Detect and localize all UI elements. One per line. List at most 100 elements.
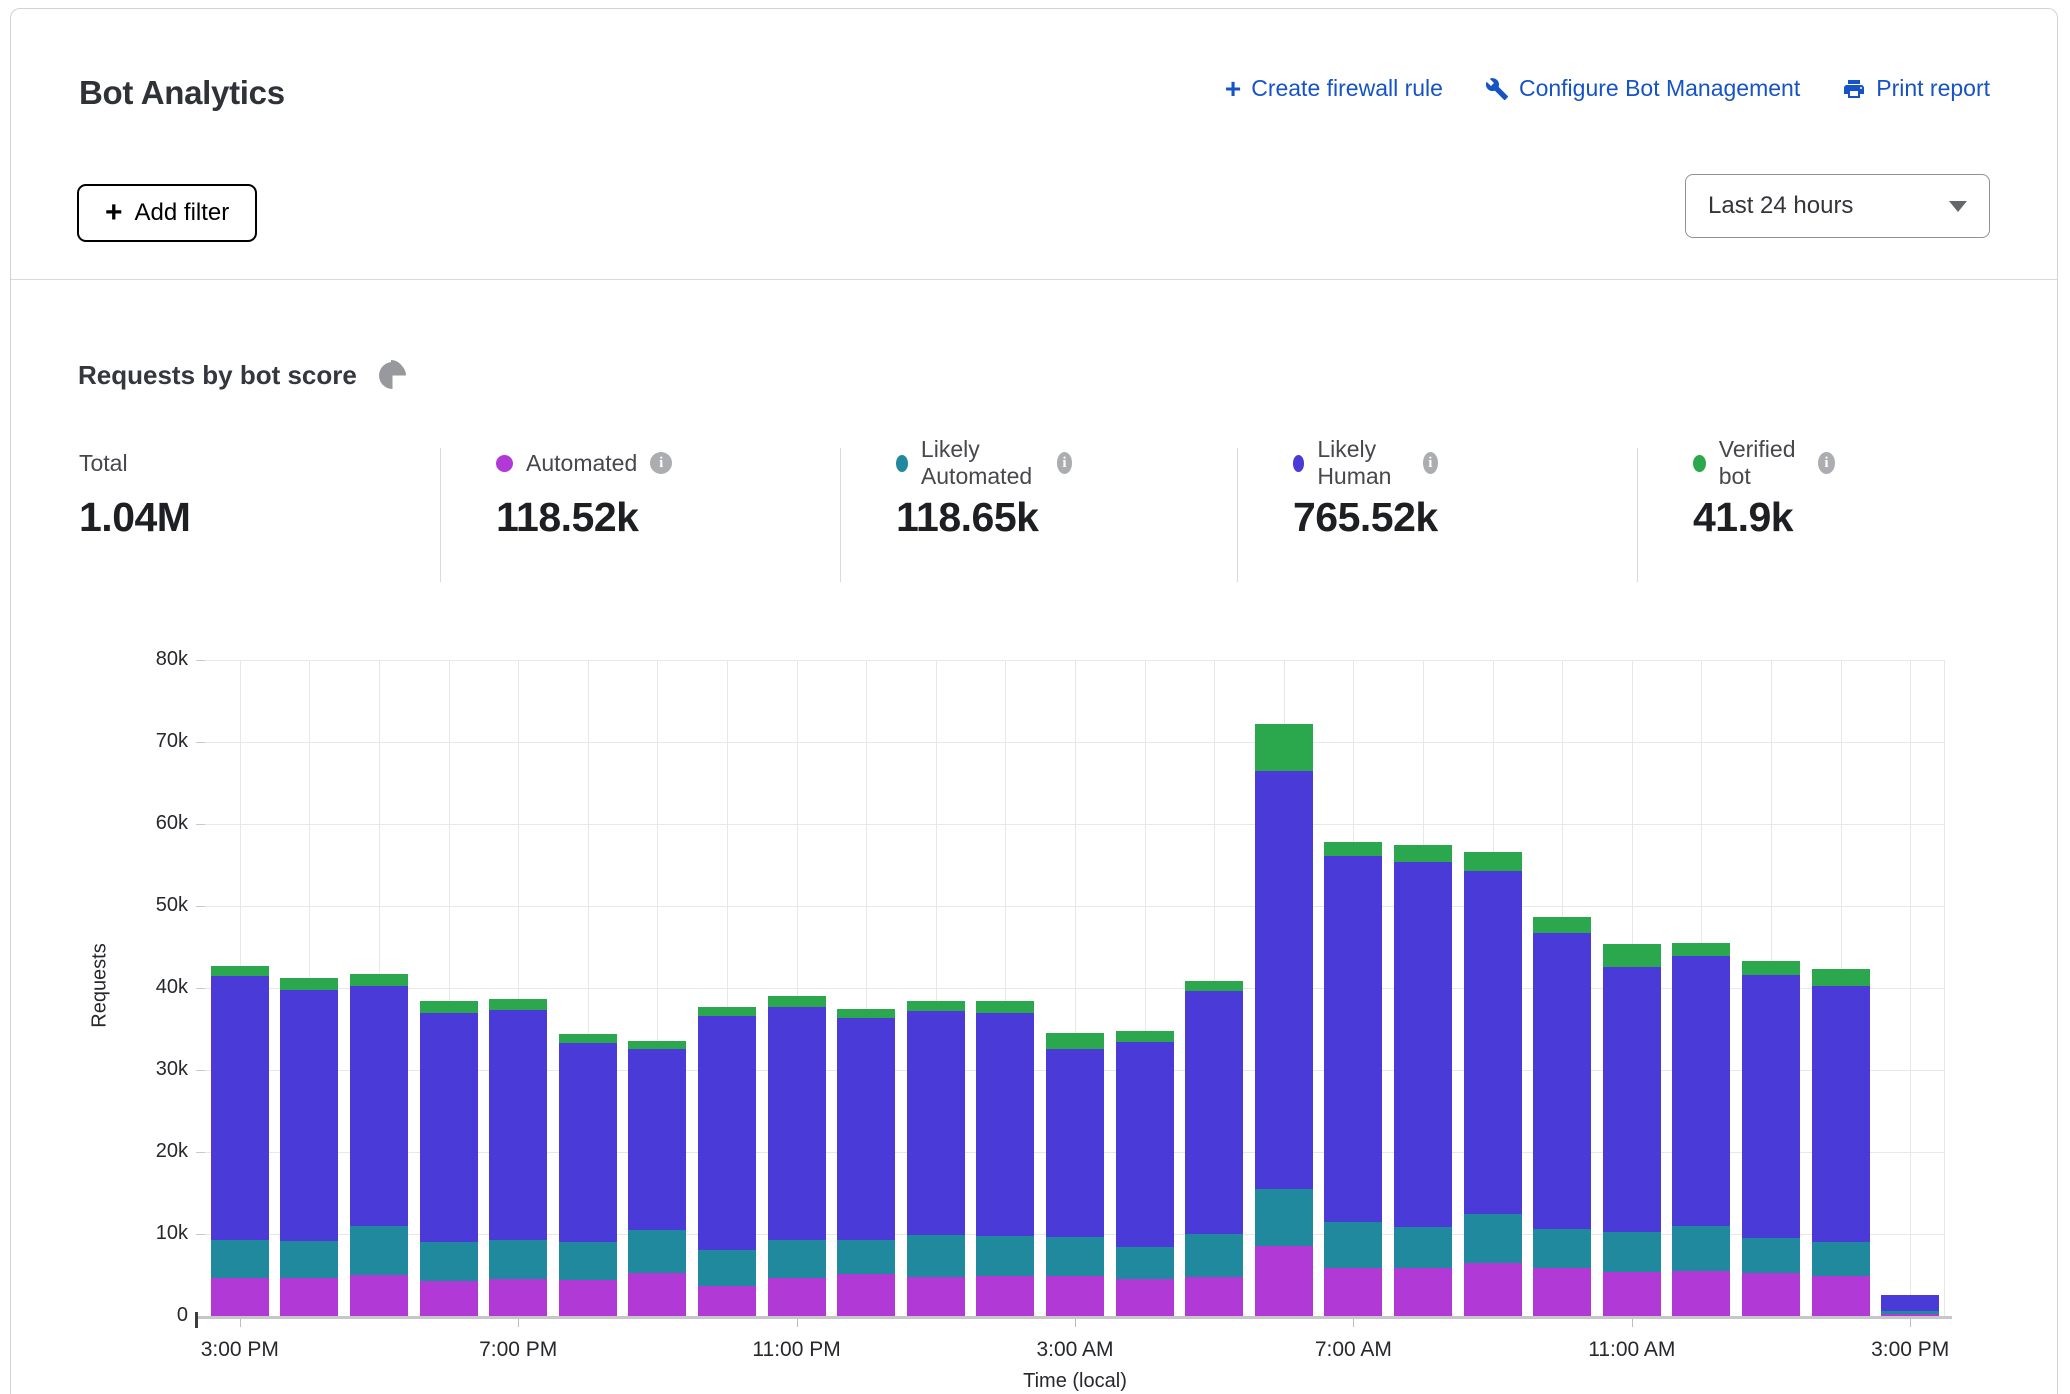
stat-label: Verified bot [1719,436,1805,490]
stat-label: Likely Automated [921,436,1044,490]
bar-700pm-4[interactable] [489,999,547,1316]
bar-600am-15[interactable] [1255,724,1313,1316]
add-filter-button[interactable]: + Add filter [77,184,257,242]
bar-600pm-3[interactable] [420,1001,478,1316]
print-report-link[interactable]: Print report [1842,75,1990,102]
segment-likely-automated [768,1240,826,1278]
bar-100pm-22[interactable] [1742,961,1800,1316]
stat-likely-automated: Likely Automatedi118.65k [896,448,1072,541]
segment-verified-bot [1046,1033,1104,1049]
segment-likely-automated [628,1230,686,1273]
segment-automated [559,1280,617,1316]
segment-likely-human [350,986,408,1225]
segment-automated [211,1278,269,1317]
bar-800pm-5[interactable] [559,1034,617,1316]
bar-400am-13[interactable] [1116,1031,1174,1316]
bar-1200am-9[interactable] [837,1009,895,1316]
bar-100am-10[interactable] [907,1001,965,1316]
segment-likely-automated [489,1240,547,1279]
segment-automated [1116,1279,1174,1316]
segment-automated [976,1276,1034,1316]
segment-likely-automated [1324,1222,1382,1268]
bar-300pm-0[interactable] [211,966,269,1316]
pie-chart-icon [379,362,406,389]
bar-1000am-19[interactable] [1533,917,1591,1316]
wrench-icon [1485,77,1509,101]
segment-likely-automated [1812,1242,1870,1276]
segment-likely-human [1464,871,1522,1215]
bar-700am-16[interactable] [1324,842,1382,1316]
segment-verified-bot [1672,943,1730,956]
section-title-row: Requests by bot score [78,360,406,391]
segment-likely-automated [1046,1237,1104,1276]
bar-300pm-24[interactable] [1881,1295,1939,1316]
segment-verified-bot [1116,1031,1174,1042]
legend-dot [496,455,513,472]
bar-200pm-23[interactable] [1812,969,1870,1316]
stat-divider [1237,448,1238,582]
create-firewall-rule-link[interactable]: +Create firewall rule [1225,75,1443,102]
segment-likely-human [768,1007,826,1240]
bar-500pm-2[interactable] [350,974,408,1316]
segment-likely-human [1672,956,1730,1226]
segment-verified-bot [628,1041,686,1048]
bar-900pm-6[interactable] [628,1041,686,1316]
segment-automated [280,1278,338,1316]
segment-likely-automated [1116,1247,1174,1279]
segment-likely-human [837,1018,895,1239]
bar-1200pm-21[interactable] [1672,943,1730,1316]
header-actions: +Create firewall rule Configure Bot Manag… [1225,75,1990,102]
segment-automated [350,1275,408,1316]
segment-automated [1464,1263,1522,1316]
bar-800am-17[interactable] [1394,845,1452,1316]
bar-200am-11[interactable] [976,1001,1034,1316]
segment-likely-automated [1672,1226,1730,1271]
legend-dot [896,455,908,472]
time-range-dropdown[interactable]: Last 24 hours [1685,174,1990,238]
stat-value: 765.52k [1293,494,1438,541]
segment-verified-bot [420,1001,478,1013]
segment-likely-human [1533,933,1591,1229]
bar-1100pm-8[interactable] [768,996,826,1316]
bar-900am-18[interactable] [1464,852,1522,1316]
stat-total: Total1.04M [79,448,190,541]
segment-likely-human [1742,975,1800,1238]
bar-300am-12[interactable] [1046,1033,1104,1316]
segment-likely-automated [1464,1214,1522,1262]
bar-1000pm-7[interactable] [698,1007,756,1316]
segment-likely-automated [280,1241,338,1279]
configure-bot-management-label: Configure Bot Management [1519,75,1800,102]
info-icon[interactable]: i [1423,452,1438,474]
bar-500am-14[interactable] [1185,981,1243,1316]
info-icon[interactable]: i [1818,452,1835,474]
segment-likely-human [1394,862,1452,1228]
header-divider [11,279,2057,280]
legend-dot [1693,455,1706,472]
segment-likely-automated [1742,1238,1800,1273]
segment-automated [1672,1271,1730,1316]
segment-likely-human [907,1011,965,1235]
segment-verified-bot [1464,852,1522,871]
segment-verified-bot [1324,842,1382,856]
segment-likely-automated [211,1240,269,1278]
segment-likely-human [211,976,269,1240]
segment-likely-automated [1255,1189,1313,1246]
info-icon[interactable]: i [1057,452,1072,474]
segment-automated [768,1278,826,1317]
segment-automated [907,1277,965,1316]
stat-label: Likely Human [1317,436,1410,490]
segment-likely-human [1046,1049,1104,1238]
segment-verified-bot [837,1009,895,1018]
info-icon[interactable]: i [650,452,672,474]
segment-verified-bot [350,974,408,986]
segment-likely-automated [837,1240,895,1274]
bar-1100am-20[interactable] [1603,944,1661,1316]
bar-400pm-1[interactable] [280,978,338,1316]
stat-label: Total [79,450,128,477]
configure-bot-management-link[interactable]: Configure Bot Management [1485,75,1800,102]
section-title: Requests by bot score [78,360,357,391]
segment-likely-human [628,1049,686,1230]
segment-likely-human [489,1010,547,1240]
segment-likely-human [698,1016,756,1251]
stat-value: 118.52k [496,494,672,541]
